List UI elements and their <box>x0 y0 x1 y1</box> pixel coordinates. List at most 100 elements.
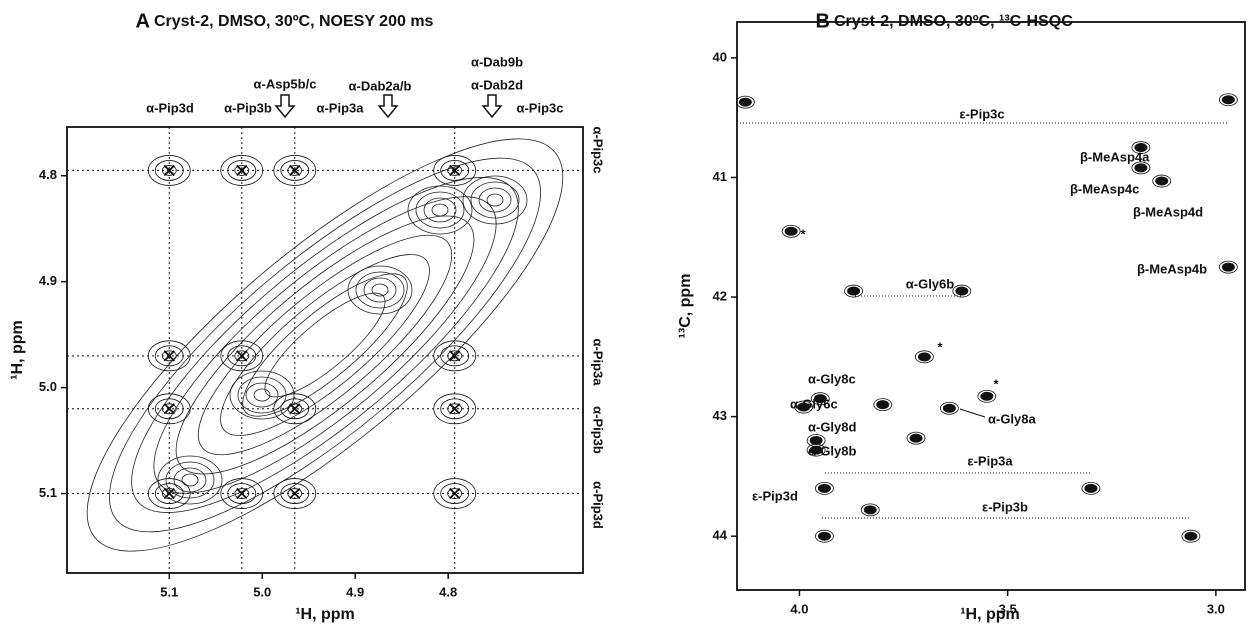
x-axis-label: ¹H, ppm <box>295 606 355 623</box>
x-tick-label: 4.8 <box>439 584 457 599</box>
contour-ring <box>440 483 470 504</box>
peak-label: α-Dab9b <box>471 54 523 69</box>
y-axis-label: ¹H, ppm <box>9 320 26 380</box>
peak <box>273 393 317 425</box>
arrows <box>274 94 503 119</box>
contour-ring <box>165 461 215 499</box>
cross-marker <box>449 403 461 415</box>
peak-label: β-MeAsp4c <box>1070 181 1139 196</box>
contour-ring <box>447 488 463 499</box>
contour-ring <box>161 350 177 362</box>
peak <box>147 393 191 425</box>
contour-ring <box>234 165 250 176</box>
peak <box>433 340 477 372</box>
contour-ring <box>423 197 457 223</box>
contour-core <box>876 400 890 410</box>
contour-ring <box>147 393 191 425</box>
side-label: α-Pip3a <box>591 338 606 386</box>
peak-label: * <box>800 226 806 241</box>
peak <box>844 284 863 298</box>
x-tick-label: 5.1 <box>160 584 178 599</box>
contour-ring <box>220 340 264 372</box>
contour-ring <box>161 165 177 176</box>
contour-ring <box>109 157 541 533</box>
contour-ring <box>197 234 453 456</box>
contour-ring <box>280 160 310 181</box>
peak <box>815 481 834 495</box>
contour-ring <box>242 273 408 417</box>
y-tick-label: 42 <box>713 288 727 303</box>
contour-core <box>809 436 823 446</box>
contour-core <box>797 402 811 412</box>
contour-ring <box>227 160 257 181</box>
y-tick-label: 4.9 <box>39 273 57 288</box>
x-tick-label: 3.5 <box>999 601 1017 616</box>
contour-ring <box>873 398 893 412</box>
contour-core <box>917 352 931 362</box>
peak <box>433 393 477 425</box>
peak-label: α-Dab2d <box>471 77 523 92</box>
label-leader <box>959 408 986 418</box>
contour-ring <box>234 488 250 499</box>
contour-ring <box>844 284 863 298</box>
contour-ring <box>914 350 934 364</box>
contour-ring <box>154 160 184 181</box>
peak-label: α-Gly8a <box>988 411 1037 426</box>
side-label: α-Pip3b <box>591 406 606 454</box>
contour-ring <box>347 265 413 315</box>
contour-ring <box>273 155 317 186</box>
contour-core <box>1221 95 1235 105</box>
peak-label: α-Dab2a/b <box>349 78 412 93</box>
contour-ring <box>154 345 184 367</box>
contour-ring <box>264 292 386 398</box>
contour-ring <box>462 175 528 225</box>
peak <box>433 478 477 509</box>
cross-marker <box>449 487 461 500</box>
contour-ring <box>1181 529 1201 543</box>
contour-ring <box>1218 93 1238 107</box>
contour-ring <box>1081 481 1101 495</box>
contour-ring <box>273 478 317 509</box>
chart-title: Cryst-2, DMSO, 30ºC, NOESY 200 ms <box>154 13 434 30</box>
contour-ring <box>781 224 801 238</box>
peak <box>815 529 834 543</box>
panel-letter: A <box>136 10 150 32</box>
contour-ring <box>245 382 279 408</box>
peak <box>433 155 477 186</box>
contour-ring <box>433 393 477 425</box>
peak <box>1181 529 1201 543</box>
contour-ring <box>952 284 972 298</box>
contour-ring <box>86 138 564 552</box>
contour-ring <box>175 215 475 475</box>
contour-ring <box>157 455 223 505</box>
peak <box>810 392 830 406</box>
peak-label: α-Pip3b <box>224 100 272 115</box>
cross-marker <box>449 350 461 362</box>
peak-label: ε-Pip3a <box>967 453 1013 468</box>
contour-core <box>942 403 956 413</box>
peak <box>939 401 959 415</box>
contour-ring <box>237 376 287 414</box>
contour-ring <box>147 340 191 372</box>
peak <box>1152 174 1172 188</box>
contour-ring <box>415 191 465 229</box>
contour-core <box>813 394 827 404</box>
peak-label: * <box>937 339 943 354</box>
y-tick-label: 40 <box>713 49 727 64</box>
side-label: α-Pip3d <box>591 481 606 529</box>
cross-marker <box>163 164 175 177</box>
contour-ring <box>1152 174 1172 188</box>
peak <box>147 340 191 372</box>
contour-ring <box>447 165 463 176</box>
contour-ring <box>253 388 271 402</box>
cross-marker <box>289 164 301 177</box>
contour-core <box>738 97 752 107</box>
peak-label: α-Gly6b <box>906 276 955 291</box>
contour-ring <box>433 155 477 186</box>
contour-core <box>1221 262 1235 272</box>
contour-ring <box>287 488 303 499</box>
cross-marker <box>236 487 248 500</box>
contour-core <box>1134 143 1148 153</box>
x-tick-label: 5.0 <box>253 584 271 599</box>
contour-ring <box>977 389 997 403</box>
